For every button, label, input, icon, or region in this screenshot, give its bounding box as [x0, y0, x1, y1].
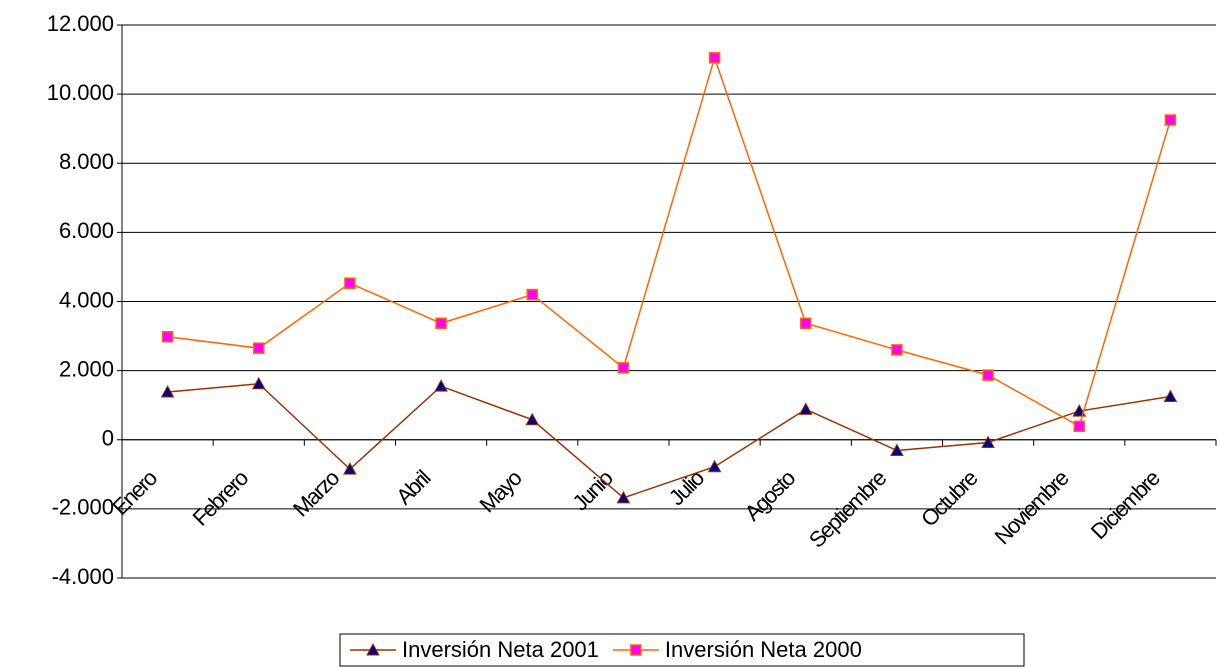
- y-tick-label: 8.000: [59, 149, 114, 174]
- x-tick-label: Julio: [664, 465, 709, 510]
- point: [435, 317, 447, 330]
- legend-marker: [366, 642, 380, 656]
- x-tick-label: Junio: [567, 465, 617, 515]
- x-tick-label: Noviembre: [990, 465, 1074, 549]
- point: [798, 402, 813, 415]
- x-tick-label: Diciembre: [1086, 465, 1165, 544]
- point: [800, 317, 812, 330]
- point: [344, 277, 356, 289]
- point: [1072, 404, 1087, 417]
- x-tick-label: Febrero: [188, 465, 254, 531]
- point: [1164, 114, 1177, 126]
- series-line: [167, 55, 1172, 428]
- series-line: [167, 382, 1171, 499]
- point: [1163, 389, 1178, 403]
- point: [891, 344, 903, 356]
- point: [708, 52, 721, 64]
- y-tick-label: 6.000: [59, 218, 114, 243]
- point: [707, 459, 722, 473]
- point: [161, 331, 174, 343]
- point: [1073, 420, 1085, 433]
- y-tick-label: -2.000: [52, 495, 114, 520]
- x-tick-label: Agosto: [740, 465, 801, 526]
- x-tick-label: Enero: [107, 465, 162, 520]
- x-tick-label: Abril: [391, 466, 435, 510]
- point: [343, 462, 357, 475]
- point: [616, 490, 631, 504]
- y-tick-label: 0: [102, 426, 114, 451]
- x-tick-label: Octubre: [916, 465, 982, 531]
- x-tick-label: Mayo: [474, 465, 526, 517]
- legend-label: Inversión Neta 2000: [665, 637, 862, 662]
- point: [253, 342, 265, 354]
- y-tick-label: 12.000: [47, 11, 114, 36]
- point: [434, 379, 448, 392]
- legend-label: Inversión Neta 2001: [402, 637, 599, 662]
- legend: [339, 633, 1025, 667]
- point: [981, 435, 995, 449]
- point: [890, 443, 904, 456]
- x-tick-label: Marzo: [288, 465, 344, 521]
- y-tick-label: 10.000: [47, 80, 114, 105]
- point: [251, 376, 266, 390]
- point: [526, 288, 538, 301]
- y-tick-label: 2.000: [59, 356, 114, 381]
- y-tick-label: -4.000: [52, 564, 114, 589]
- point: [160, 385, 175, 398]
- y-tick-label: 4.000: [59, 287, 114, 312]
- point: [617, 362, 630, 374]
- legend-marker: [630, 644, 642, 656]
- point: [982, 369, 994, 381]
- point: [525, 412, 540, 426]
